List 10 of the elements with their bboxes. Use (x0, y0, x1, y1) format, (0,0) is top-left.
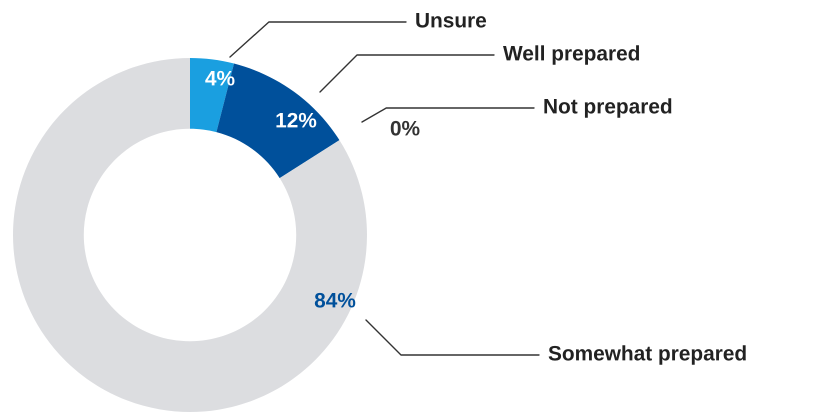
data-label: 84% (314, 292, 356, 308)
slice-label: Somewhat prepared (548, 345, 746, 365)
data-label: 4% (205, 70, 235, 86)
text: 0% (390, 120, 420, 136)
data-label: 12% (276, 112, 316, 128)
slice-label: Unsure (416, 13, 486, 28)
donut-slice (13, 58, 367, 412)
donut-slice (190, 58, 234, 132)
category-label: Not prepared (544, 98, 672, 118)
slice-label: Well prepared (503, 45, 640, 65)
